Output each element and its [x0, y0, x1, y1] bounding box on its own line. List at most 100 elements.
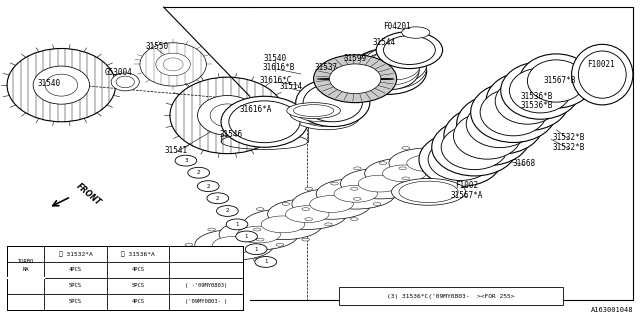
Ellipse shape: [261, 216, 305, 233]
Circle shape: [255, 257, 276, 268]
Text: FRONT: FRONT: [74, 181, 102, 207]
Text: 4PCS: 4PCS: [69, 268, 82, 272]
Text: 2: 2: [226, 208, 229, 213]
Ellipse shape: [285, 206, 329, 223]
Bar: [339, 287, 563, 305]
Ellipse shape: [163, 58, 183, 71]
Ellipse shape: [358, 175, 402, 192]
Ellipse shape: [369, 50, 420, 80]
Ellipse shape: [444, 106, 531, 166]
Ellipse shape: [350, 49, 427, 94]
Text: 31540: 31540: [37, 79, 60, 88]
Ellipse shape: [486, 71, 569, 131]
Text: A163001048: A163001048: [591, 307, 633, 313]
Ellipse shape: [402, 177, 410, 180]
Ellipse shape: [419, 132, 502, 187]
Ellipse shape: [324, 223, 332, 226]
Ellipse shape: [509, 68, 572, 113]
Text: 31599: 31599: [344, 53, 367, 62]
Ellipse shape: [156, 53, 190, 76]
Ellipse shape: [470, 82, 556, 142]
Ellipse shape: [290, 103, 350, 124]
Ellipse shape: [293, 104, 360, 130]
Text: 4PCS: 4PCS: [131, 268, 145, 272]
Ellipse shape: [208, 228, 216, 231]
Ellipse shape: [500, 62, 580, 119]
Circle shape: [216, 205, 238, 216]
Circle shape: [245, 244, 267, 255]
Text: 31541: 31541: [164, 146, 188, 155]
Ellipse shape: [454, 112, 521, 159]
Ellipse shape: [294, 105, 333, 116]
Ellipse shape: [296, 79, 370, 126]
Text: 5PCS: 5PCS: [69, 299, 82, 304]
Text: 5PCS: 5PCS: [69, 283, 82, 288]
Ellipse shape: [282, 203, 290, 205]
Ellipse shape: [495, 78, 560, 124]
Ellipse shape: [268, 199, 347, 229]
Ellipse shape: [116, 76, 134, 88]
Ellipse shape: [316, 179, 396, 209]
Ellipse shape: [356, 48, 427, 89]
Ellipse shape: [292, 189, 371, 219]
Ellipse shape: [447, 147, 455, 149]
Ellipse shape: [353, 197, 361, 200]
Text: F1002: F1002: [455, 181, 479, 190]
Ellipse shape: [399, 197, 406, 200]
Ellipse shape: [198, 95, 257, 135]
Circle shape: [175, 155, 196, 166]
Ellipse shape: [234, 223, 241, 226]
Ellipse shape: [243, 209, 323, 240]
Text: NA: NA: [22, 268, 29, 272]
Ellipse shape: [340, 168, 420, 199]
Text: 1: 1: [264, 260, 268, 264]
Text: 31567*B: 31567*B: [543, 76, 575, 85]
Text: TURBO: TURBO: [17, 260, 34, 264]
Ellipse shape: [221, 133, 308, 149]
Circle shape: [226, 219, 248, 230]
Ellipse shape: [399, 167, 406, 170]
Text: (3) 31536*C('09MY0803-  ><FOR 255>: (3) 31536*C('09MY0803- ><FOR 255>: [387, 294, 515, 299]
Ellipse shape: [287, 103, 340, 119]
Text: 3: 3: [184, 158, 188, 163]
Ellipse shape: [330, 64, 381, 93]
Ellipse shape: [302, 238, 310, 241]
Text: ( -'09MY0803): ( -'09MY0803): [185, 283, 227, 288]
Ellipse shape: [373, 203, 381, 205]
Text: 2: 2: [207, 184, 210, 188]
Ellipse shape: [229, 101, 300, 143]
Text: 31514: 31514: [280, 82, 303, 91]
Ellipse shape: [253, 228, 261, 231]
Ellipse shape: [221, 96, 308, 147]
Ellipse shape: [365, 158, 444, 189]
Ellipse shape: [470, 162, 478, 164]
Text: 2: 2: [197, 170, 200, 175]
Ellipse shape: [519, 54, 593, 108]
Ellipse shape: [212, 236, 256, 253]
Ellipse shape: [441, 125, 508, 170]
Text: 31536*B: 31536*B: [521, 101, 554, 110]
Ellipse shape: [428, 138, 493, 180]
Ellipse shape: [466, 100, 534, 148]
Text: 1: 1: [254, 247, 258, 252]
Ellipse shape: [33, 66, 90, 104]
Ellipse shape: [351, 218, 358, 220]
Ellipse shape: [389, 148, 468, 179]
Ellipse shape: [111, 73, 140, 91]
Text: 31544: 31544: [372, 38, 396, 47]
Text: 31532*B: 31532*B: [553, 143, 585, 152]
Ellipse shape: [45, 74, 77, 96]
Ellipse shape: [399, 181, 458, 203]
Ellipse shape: [527, 60, 585, 102]
Text: 31668: 31668: [513, 159, 536, 168]
Ellipse shape: [407, 155, 451, 172]
Text: 4PCS: 4PCS: [131, 299, 145, 304]
Ellipse shape: [314, 55, 397, 103]
Bar: [7, 246, 243, 310]
Text: 31532*B: 31532*B: [553, 133, 585, 142]
Ellipse shape: [302, 208, 310, 211]
Text: ('09MY0803- ): ('09MY0803- ): [185, 299, 227, 304]
Ellipse shape: [353, 167, 361, 170]
Ellipse shape: [298, 106, 342, 122]
Ellipse shape: [579, 51, 626, 98]
